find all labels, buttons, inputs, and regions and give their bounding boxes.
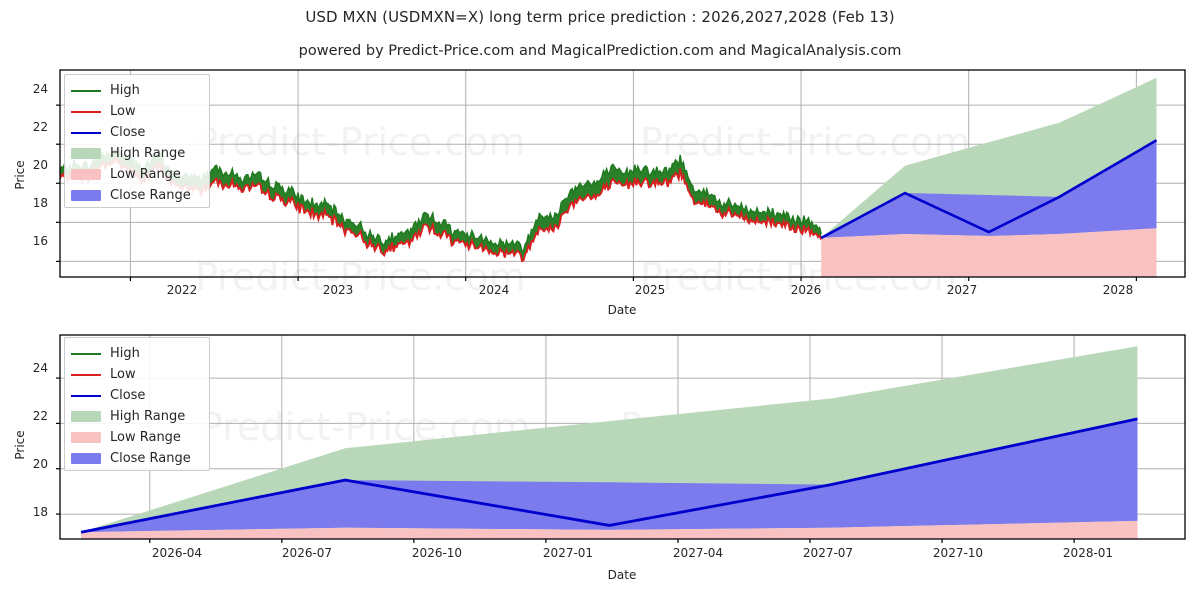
close-range-patch-icon	[71, 190, 101, 201]
top-yaxis-label: Price	[13, 145, 27, 205]
legend-label-close: Close	[110, 389, 145, 403]
bottom-xtick-5: 2027-04	[660, 546, 736, 560]
legend-label-high-range: High Range	[110, 147, 185, 161]
top-ytick-24: 24	[14, 82, 48, 96]
legend-label-close-range: Close Range	[110, 452, 191, 466]
bottom-ytick-24: 24	[14, 361, 48, 375]
high-range-patch-icon	[71, 148, 101, 159]
top-xtick-2024: 2024	[464, 283, 524, 297]
top-xtick-2027: 2027	[932, 283, 992, 297]
close-range-patch-icon	[71, 453, 101, 464]
legend-item-low: Low	[71, 364, 201, 385]
legend-item-high: High	[71, 80, 201, 101]
bottom-xtick-3: 2026-10	[399, 546, 475, 560]
legend-item-high-range: High Range	[71, 406, 201, 427]
high-line-icon	[71, 90, 101, 92]
legend-item-close-range: Close Range	[71, 448, 201, 469]
legend-label-high-range: High Range	[110, 410, 185, 424]
top-chart-panel: Predict-Price.comPredict-Price.comPredic…	[0, 0, 1200, 320]
legend-label-low: Low	[110, 105, 136, 119]
bottom-xtick-6: 2027-07	[790, 546, 866, 560]
low-line-icon	[71, 374, 101, 376]
top-xtick-2028: 2028	[1088, 283, 1148, 297]
top-legend: High Low Close High Range Low Range Clos…	[64, 74, 210, 208]
legend-label-low-range: Low Range	[110, 168, 181, 182]
high-range-patch-icon	[71, 411, 101, 422]
top-ytick-16: 16	[14, 234, 48, 248]
top-xaxis-label: Date	[592, 303, 652, 317]
top-xtick-2026: 2026	[776, 283, 836, 297]
top-xtick-2022: 2022	[152, 283, 212, 297]
legend-item-high: High	[71, 343, 201, 364]
top-xtick-2025: 2025	[620, 283, 680, 297]
bottom-xtick-8: 2028-01	[1050, 546, 1126, 560]
bottom-yaxis-label: Price	[13, 415, 27, 475]
legend-item-close-range: Close Range	[71, 185, 201, 206]
legend-item-high-range: High Range	[71, 143, 201, 164]
low-line-icon	[71, 111, 101, 113]
bottom-xtick-2: 2026-07	[269, 546, 345, 560]
legend-item-low-range: Low Range	[71, 164, 201, 185]
bottom-xtick-7: 2027-10	[920, 546, 996, 560]
legend-label-high: High	[110, 347, 140, 361]
legend-item-close: Close	[71, 385, 201, 406]
bottom-xaxis-label: Date	[592, 568, 652, 582]
svg-text:Predict-Price.com: Predict-Price.com	[640, 120, 971, 164]
bottom-legend: High Low Close High Range Low Range Clos…	[64, 337, 210, 471]
svg-text:Predict-Price.com: Predict-Price.com	[195, 120, 526, 164]
top-xtick-2023: 2023	[308, 283, 368, 297]
legend-label-close-range: Close Range	[110, 189, 191, 203]
close-line-icon	[71, 395, 101, 397]
legend-label-low: Low	[110, 368, 136, 382]
legend-item-low-range: Low Range	[71, 427, 201, 448]
top-ytick-22: 22	[14, 120, 48, 134]
legend-label-high: High	[110, 84, 140, 98]
chart-page: USD MXN (USDMXN=X) long term price predi…	[0, 0, 1200, 600]
legend-item-low: Low	[71, 101, 201, 122]
close-line-icon	[71, 132, 101, 134]
legend-item-close: Close	[71, 122, 201, 143]
bottom-xtick-1: 2026-04	[139, 546, 215, 560]
legend-label-low-range: Low Range	[110, 431, 181, 445]
low-range-patch-icon	[71, 169, 101, 180]
bottom-chart-panel: Predict-Price.comPredict-Price.com 24 22…	[0, 320, 1200, 600]
high-line-icon	[71, 353, 101, 355]
low-range-patch-icon	[71, 432, 101, 443]
legend-label-close: Close	[110, 126, 145, 140]
bottom-xtick-4: 2027-01	[530, 546, 606, 560]
bottom-ytick-18: 18	[14, 505, 48, 519]
